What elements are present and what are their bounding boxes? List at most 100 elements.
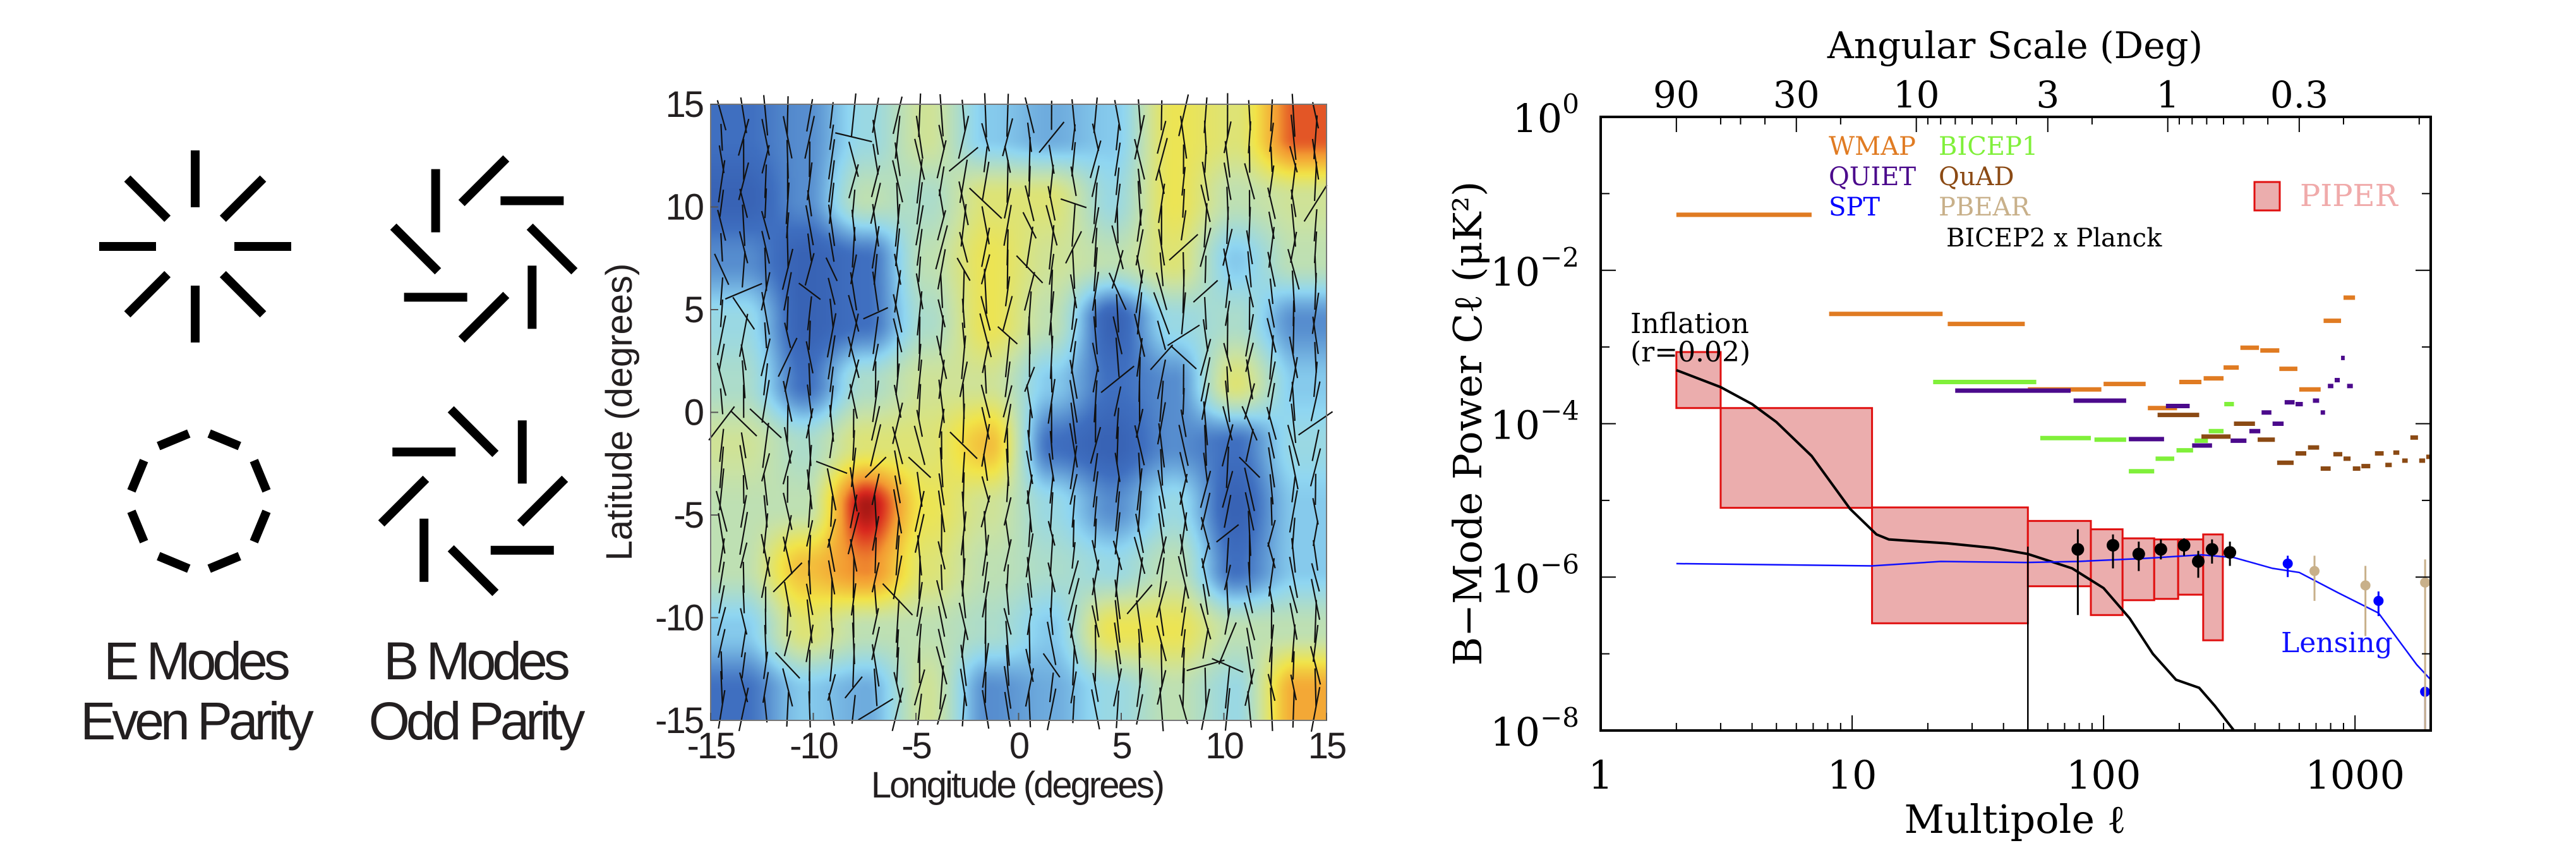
polarization-vector bbox=[1224, 495, 1232, 528]
polarization-vector bbox=[1244, 669, 1255, 706]
polarization-vector bbox=[1177, 555, 1189, 599]
polarization-vector bbox=[1067, 578, 1080, 621]
inflation-label: Inflation bbox=[1630, 308, 1749, 340]
polarization-vector bbox=[914, 138, 925, 180]
polarization-vector bbox=[1116, 690, 1120, 729]
polarization-vector bbox=[1135, 408, 1144, 438]
polarization-vector bbox=[763, 363, 769, 396]
legend-quiet: QUIET bbox=[1829, 162, 1917, 191]
polarization-vector bbox=[857, 698, 894, 721]
polarization-vector bbox=[1071, 250, 1076, 289]
polarization-vector bbox=[764, 188, 767, 219]
pbear-point bbox=[2420, 577, 2431, 588]
polarization-vector bbox=[1114, 386, 1122, 416]
polarization-vector bbox=[1181, 292, 1186, 335]
heatmap-y-tick-label: 5 bbox=[684, 289, 703, 330]
polarization-vector bbox=[894, 142, 901, 176]
polarization-vector bbox=[1244, 492, 1255, 531]
polarization-vector bbox=[1314, 272, 1317, 310]
polarization-vector bbox=[1200, 184, 1211, 222]
polarization-vector bbox=[1289, 336, 1299, 379]
x-tick-label: 100 bbox=[2066, 752, 2141, 798]
theory-curves bbox=[1676, 368, 2431, 732]
polarization-vector bbox=[719, 388, 724, 415]
polarization-vector bbox=[982, 341, 990, 373]
polarization-vector bbox=[916, 581, 923, 617]
polarization-vector bbox=[1157, 470, 1166, 509]
polarization-vector bbox=[852, 227, 856, 268]
polarization-vector bbox=[870, 165, 881, 198]
polarization-vector bbox=[806, 469, 813, 510]
polarization-vector bbox=[1114, 622, 1122, 665]
polarization-vector bbox=[783, 272, 792, 311]
polarization-vector bbox=[1160, 449, 1164, 486]
polarization-vector bbox=[1312, 316, 1319, 355]
polarization-vector bbox=[828, 160, 835, 203]
polarization-vector bbox=[738, 162, 749, 200]
polarization-vector bbox=[1159, 607, 1165, 636]
polarization-vector bbox=[764, 624, 767, 662]
polarization-vector bbox=[742, 204, 746, 246]
polarization-vector bbox=[1047, 186, 1056, 221]
polarization-vector bbox=[1224, 564, 1231, 590]
bicep2_planck-point bbox=[2071, 543, 2085, 556]
polarization-vector bbox=[786, 606, 790, 637]
polarization-vector bbox=[1291, 538, 1296, 573]
polarization-vector bbox=[1246, 628, 1253, 659]
heatmap-x-tick-label: 10 bbox=[1205, 725, 1243, 767]
polarization-vector bbox=[718, 629, 726, 658]
polarization-vector bbox=[1093, 452, 1098, 482]
polarization-vector bbox=[1311, 429, 1320, 461]
heatmap-y-tick-label: 15 bbox=[665, 84, 702, 125]
polarization-vector bbox=[1239, 456, 1261, 478]
heatmap-x-tick-label: 5 bbox=[1112, 725, 1131, 767]
polarization-vector bbox=[1049, 607, 1054, 635]
polarization-vector bbox=[1138, 452, 1141, 482]
polarization-vector bbox=[1006, 94, 1009, 137]
y-tick-exponent: −8 bbox=[1540, 702, 1579, 733]
polarization-vector bbox=[882, 583, 913, 616]
polarization-vector bbox=[829, 298, 834, 328]
polarization-vector bbox=[1201, 558, 1210, 597]
heatmap-x-tick-label: -15 bbox=[687, 725, 735, 767]
polarization-vector bbox=[871, 562, 880, 593]
polarization-vector bbox=[786, 226, 789, 269]
polarization-vector bbox=[1070, 671, 1077, 704]
polarization-vector bbox=[1181, 167, 1186, 196]
polarization-vector bbox=[718, 160, 726, 203]
polarization-vector bbox=[917, 624, 922, 664]
bicep2_planck-point bbox=[2177, 538, 2191, 552]
polarization-vector bbox=[1225, 446, 1230, 488]
polarization-vector bbox=[915, 116, 924, 159]
polarization-vector bbox=[1094, 649, 1097, 682]
polarization-vector bbox=[959, 159, 968, 203]
polarization-vector bbox=[1047, 562, 1056, 593]
polarization-vector bbox=[891, 688, 904, 732]
polarization-vector bbox=[1158, 183, 1165, 223]
polarization-vector bbox=[1291, 382, 1296, 421]
polarization-vector bbox=[1268, 624, 1275, 663]
b-modes-subtitle: Odd Parity bbox=[369, 691, 586, 751]
polarization-vector bbox=[1136, 600, 1143, 643]
polarization-vector bbox=[938, 360, 945, 399]
polarization-vector bbox=[874, 537, 877, 574]
top-axis-tick-label: 0.3 bbox=[2270, 73, 2328, 116]
polarization-vector bbox=[761, 231, 771, 264]
polarization-vector bbox=[708, 406, 735, 441]
polarization-vector bbox=[1155, 138, 1168, 181]
polarization-vector bbox=[784, 367, 791, 392]
polarization-vector bbox=[849, 467, 858, 512]
polarization-vector bbox=[850, 583, 857, 616]
polarization-vector bbox=[896, 647, 900, 684]
polarization-vector bbox=[1003, 539, 1012, 572]
polarization-vector bbox=[826, 313, 837, 358]
polarization-vector bbox=[1093, 97, 1098, 133]
polarization-vector bbox=[961, 580, 966, 619]
polarization-heatmap bbox=[711, 104, 1327, 720]
polarization-vector bbox=[917, 291, 923, 336]
heatmap-y-tick-label: 0 bbox=[684, 392, 703, 434]
polarization-vector bbox=[872, 608, 879, 635]
polarization-vector bbox=[784, 322, 791, 348]
polarization-vector bbox=[762, 95, 769, 136]
